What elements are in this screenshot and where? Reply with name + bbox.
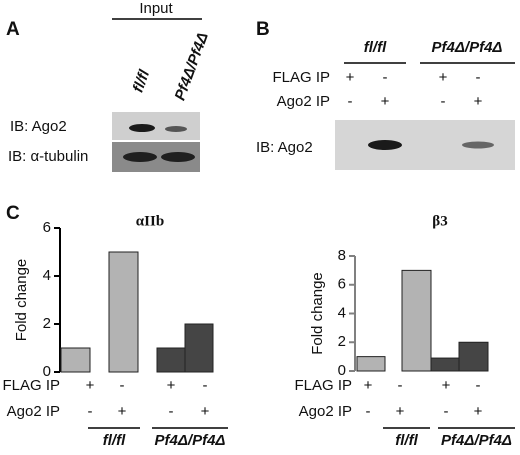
bar (430, 357, 460, 372)
y-tick-label: 6 (338, 276, 346, 293)
y-tick-label: 2 (338, 333, 346, 350)
row-label: IB: α-tubulin (8, 148, 88, 165)
condition-mark: + (201, 403, 210, 420)
bar (184, 323, 214, 373)
band (123, 152, 157, 162)
y-tick-label: 0 (338, 362, 346, 379)
condition-mark: - (366, 403, 371, 420)
condition-mark: + (396, 403, 405, 420)
group-label: fl/fl (364, 39, 387, 56)
condition-label: FLAG IP (2, 377, 60, 394)
panel-label: C (6, 203, 20, 224)
condition-mark: + (474, 403, 483, 420)
condition-mark: - (444, 403, 449, 420)
lane-label: Pf4Δ/Pf4Δ (172, 30, 212, 103)
condition-label: Ago2 IP (299, 403, 352, 420)
condition-mark: + (364, 377, 373, 394)
condition-label: Ago2 IP (277, 93, 330, 110)
group-label: fl/fl (395, 432, 418, 449)
bar (458, 341, 489, 372)
condition-mark: + (442, 377, 451, 394)
condition-mark: - (398, 377, 403, 394)
y-tick-label: 0 (43, 363, 51, 380)
panel-label: A (6, 19, 20, 40)
condition-mark: + (86, 377, 95, 394)
condition-mark: - (383, 69, 388, 86)
condition-mark: + (118, 403, 127, 420)
y-tick-label: 2 (43, 315, 51, 332)
condition-mark: + (474, 93, 483, 110)
group-label: Pf4Δ/Pf4Δ (441, 432, 512, 449)
chart-title: β3 (432, 213, 447, 229)
band (161, 152, 195, 162)
row-label: IB: Ago2 (10, 118, 67, 135)
condition-mark: + (167, 377, 176, 394)
condition-mark: - (120, 377, 125, 394)
band (129, 124, 155, 132)
band (165, 126, 187, 132)
y-axis-label: Fold change (13, 259, 30, 342)
input-label: Input (139, 0, 173, 17)
group-label: fl/fl (103, 432, 126, 449)
chart-title: αIIb (136, 213, 164, 229)
condition-label: FLAG IP (272, 69, 330, 86)
bar (356, 356, 386, 372)
bar (108, 251, 139, 373)
blot (112, 112, 200, 140)
lane-label: fl/fl (130, 67, 154, 95)
panel-label: B (256, 19, 270, 40)
y-tick-label: 6 (43, 219, 51, 236)
condition-label: Ago2 IP (7, 403, 60, 420)
band (368, 140, 402, 150)
condition-mark: - (169, 403, 174, 420)
condition-mark: - (476, 69, 481, 86)
row-label: IB: Ago2 (256, 139, 313, 156)
condition-mark: + (439, 69, 448, 86)
condition-label: FLAG IP (294, 377, 352, 394)
condition-mark: - (348, 93, 353, 110)
condition-mark: - (88, 403, 93, 420)
group-label: Pf4Δ/Pf4Δ (155, 432, 226, 449)
bar (156, 347, 186, 373)
condition-mark: + (346, 69, 355, 86)
condition-mark: - (441, 93, 446, 110)
band (462, 141, 494, 149)
bar (60, 347, 91, 373)
condition-mark: - (203, 377, 208, 394)
y-axis-label: Fold change (309, 272, 326, 355)
group-label: Pf4Δ/Pf4Δ (432, 39, 503, 56)
y-tick-label: 8 (338, 247, 346, 264)
condition-mark: - (476, 377, 481, 394)
condition-mark: + (381, 93, 390, 110)
bar (401, 269, 432, 372)
y-tick-label: 4 (338, 304, 346, 321)
y-tick-label: 4 (43, 267, 51, 284)
